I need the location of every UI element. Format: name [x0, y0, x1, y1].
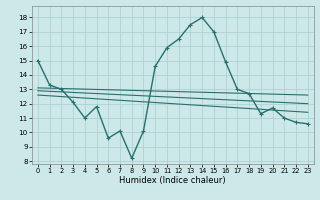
X-axis label: Humidex (Indice chaleur): Humidex (Indice chaleur) [119, 176, 226, 185]
